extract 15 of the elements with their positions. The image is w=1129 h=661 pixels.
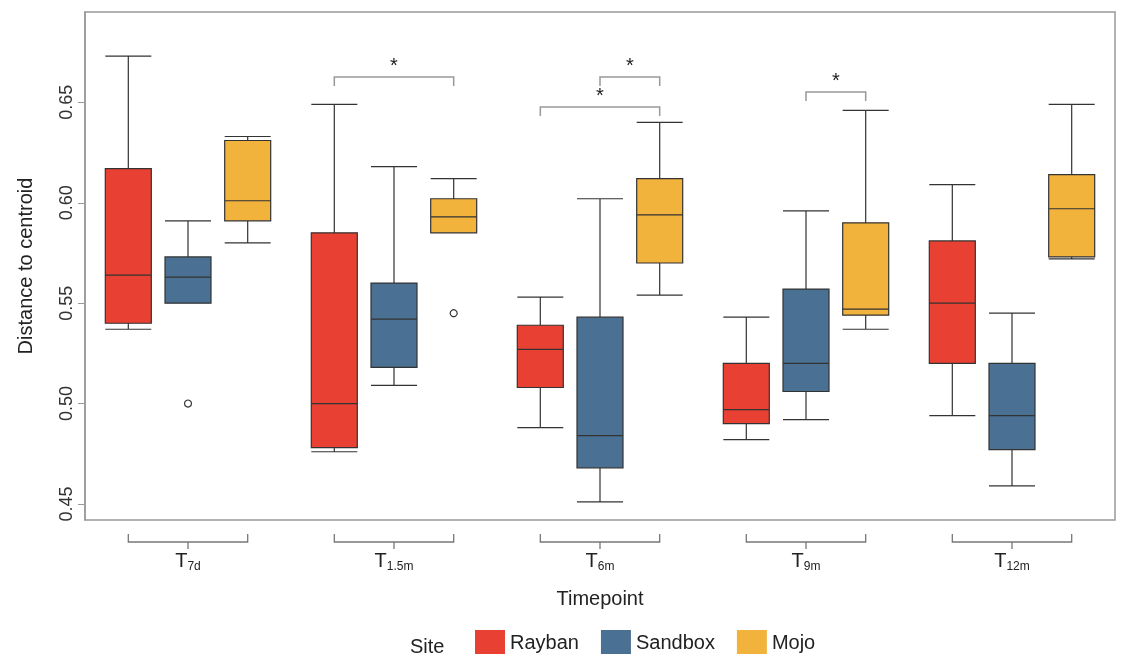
legend-label: Rayban bbox=[510, 631, 579, 653]
y-tick-label: 0.50 bbox=[56, 386, 76, 422]
annotation: * bbox=[390, 54, 399, 76]
y-tick-label: 0.45 bbox=[56, 486, 76, 522]
y-tick-label: 0.60 bbox=[56, 185, 76, 221]
x-axis-title: Timepoint bbox=[556, 587, 644, 609]
annotation: * bbox=[596, 84, 605, 106]
annotation: * bbox=[625, 54, 634, 76]
legend-title: Site bbox=[410, 635, 445, 657]
y-axis-title: Distance to centroid bbox=[14, 177, 36, 355]
annotation: * bbox=[831, 69, 840, 91]
legend-label: Mojo bbox=[771, 631, 816, 653]
y-tick-label: 0.55 bbox=[56, 285, 76, 321]
y-tick-label: 0.65 bbox=[56, 84, 76, 120]
legend-label: Sandbox bbox=[635, 631, 715, 653]
